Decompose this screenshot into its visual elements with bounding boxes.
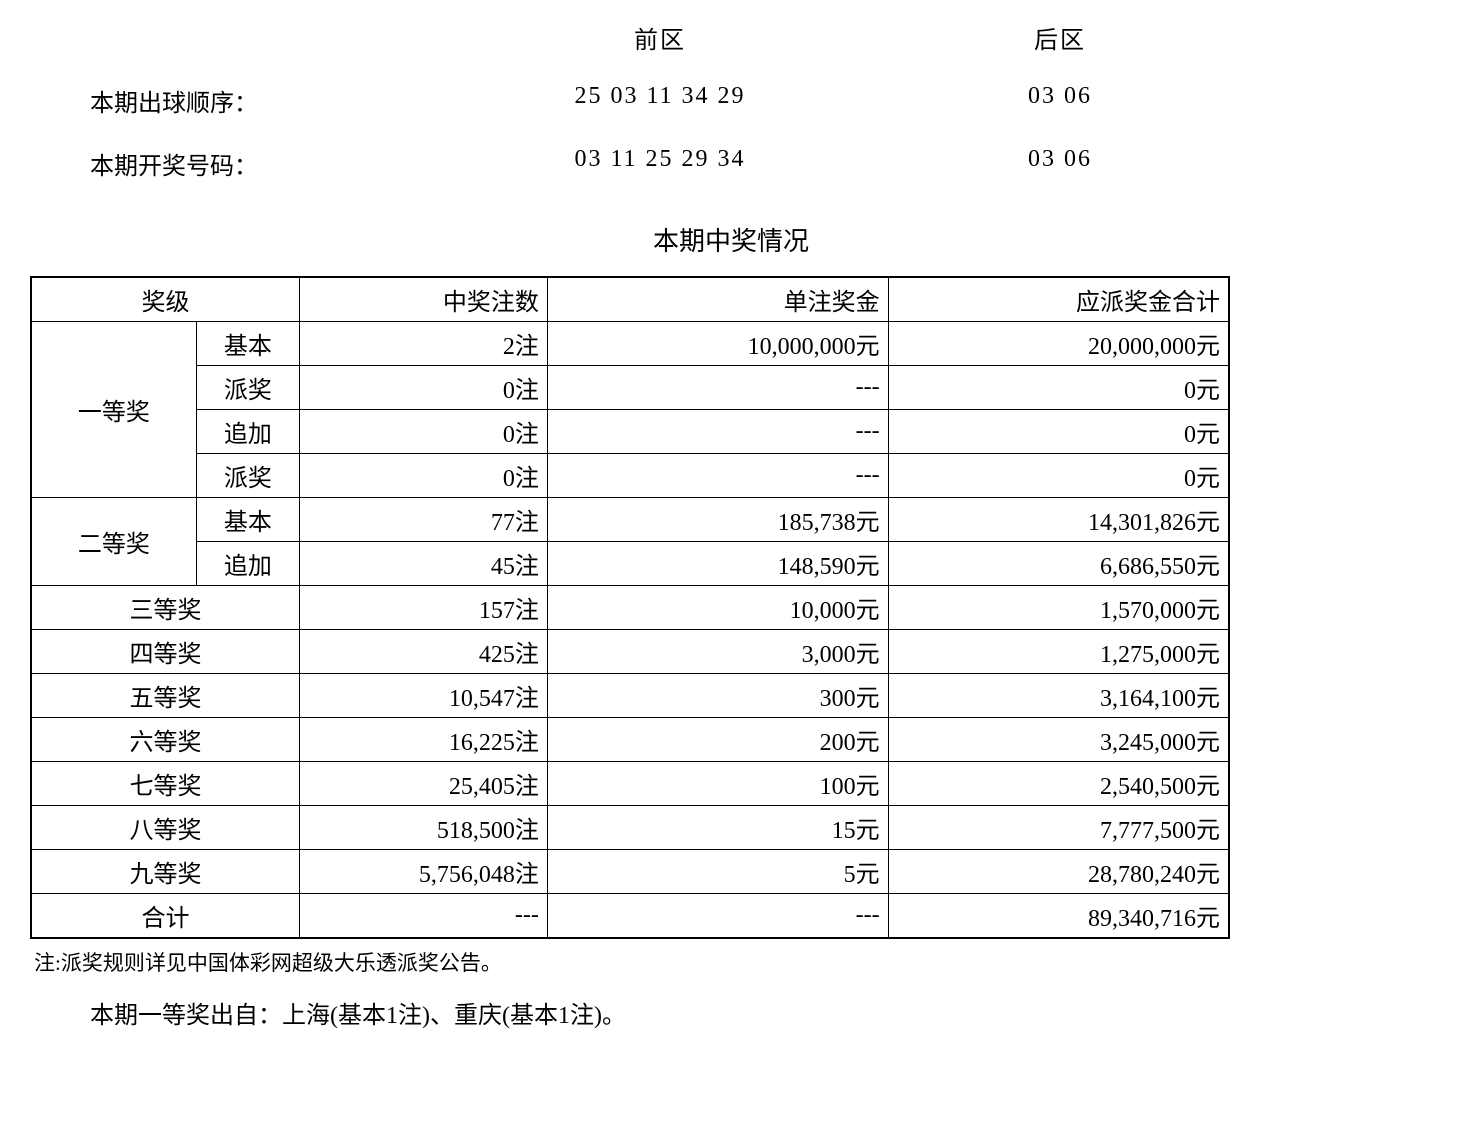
table-row: 九等奖5,756,048注5元28,780,240元 <box>31 850 1229 894</box>
count-cell: 425注 <box>300 630 548 674</box>
sublevel-cell: 基本 <box>196 498 299 542</box>
col-per-prize: 单注奖金 <box>547 277 888 322</box>
prize-cell: 185,738元 <box>547 498 888 542</box>
table-row: 四等奖425注3,000元1,275,000元 <box>31 630 1229 674</box>
table-row: 追加0注---0元 <box>31 410 1229 454</box>
count-cell: 157注 <box>300 586 548 630</box>
count-cell: 0注 <box>300 410 548 454</box>
winning-numbers-label: 本期开奖号码： <box>90 146 420 181</box>
prize-cell: --- <box>547 366 888 410</box>
prize-table: 奖级 中奖注数 单注奖金 应派奖金合计 一等奖基本2注10,000,000元20… <box>30 276 1230 939</box>
prize-cell: 148,590元 <box>547 542 888 586</box>
winning-front: 03 11 25 29 34 <box>420 146 900 181</box>
table-header-row: 奖级 中奖注数 单注奖金 应派奖金合计 <box>31 277 1229 322</box>
total-cell: 28,780,240元 <box>888 850 1229 894</box>
total-cell: 0元 <box>888 366 1229 410</box>
total-cell: 0元 <box>888 410 1229 454</box>
count-cell: 2注 <box>300 322 548 366</box>
level-cell: 四等奖 <box>31 630 300 674</box>
level-cell: 七等奖 <box>31 762 300 806</box>
footnote-text: 注:派奖规则详见中国体彩网超级大乐透派奖公告。 <box>34 947 1432 977</box>
section-title: 本期中奖情况 <box>30 221 1432 258</box>
table-row: 派奖0注---0元 <box>31 366 1229 410</box>
draw-order-front: 25 03 11 34 29 <box>420 83 900 118</box>
sublevel-cell: 追加 <box>196 542 299 586</box>
level-cell: 九等奖 <box>31 850 300 894</box>
total-cell: 3,164,100元 <box>888 674 1229 718</box>
draw-info-grid: 前区 后区 本期出球顺序： 25 03 11 34 29 03 06 本期开奖号… <box>30 20 1432 181</box>
total-cell: 3,245,000元 <box>888 718 1229 762</box>
col-total: 应派奖金合计 <box>888 277 1229 322</box>
total-cell: 6,686,550元 <box>888 542 1229 586</box>
prize-cell: 200元 <box>547 718 888 762</box>
level-cell: 一等奖 <box>31 322 196 498</box>
count-cell: --- <box>300 894 548 939</box>
level-cell: 三等奖 <box>31 586 300 630</box>
total-cell: 2,540,500元 <box>888 762 1229 806</box>
col-level: 奖级 <box>31 277 300 322</box>
table-row: 七等奖25,405注100元2,540,500元 <box>31 762 1229 806</box>
prize-cell: 5元 <box>547 850 888 894</box>
total-cell: 89,340,716元 <box>888 894 1229 939</box>
prize-cell: 15元 <box>547 806 888 850</box>
sublevel-cell: 基本 <box>196 322 299 366</box>
col-count: 中奖注数 <box>300 277 548 322</box>
draw-order-label: 本期出球顺序： <box>90 83 420 118</box>
count-cell: 518,500注 <box>300 806 548 850</box>
total-cell: 7,777,500元 <box>888 806 1229 850</box>
prize-cell: 100元 <box>547 762 888 806</box>
total-cell: 1,275,000元 <box>888 630 1229 674</box>
front-zone-header: 前区 <box>420 20 900 55</box>
count-cell: 0注 <box>300 366 548 410</box>
total-cell: 0元 <box>888 454 1229 498</box>
count-cell: 77注 <box>300 498 548 542</box>
prize-cell: 3,000元 <box>547 630 888 674</box>
prize-cell: --- <box>547 454 888 498</box>
table-row: 二等奖基本77注185,738元14,301,826元 <box>31 498 1229 542</box>
prize-cell: --- <box>547 894 888 939</box>
table-row: 八等奖518,500注15元7,777,500元 <box>31 806 1229 850</box>
table-row: 六等奖16,225注200元3,245,000元 <box>31 718 1229 762</box>
prize-cell: 10,000,000元 <box>547 322 888 366</box>
level-cell: 八等奖 <box>31 806 300 850</box>
sublevel-cell: 派奖 <box>196 366 299 410</box>
count-cell: 10,547注 <box>300 674 548 718</box>
total-cell: 14,301,826元 <box>888 498 1229 542</box>
prize-cell: --- <box>547 410 888 454</box>
sublevel-cell: 追加 <box>196 410 299 454</box>
level-cell: 二等奖 <box>31 498 196 586</box>
blank-cell <box>90 20 420 55</box>
table-row: 一等奖基本2注10,000,000元20,000,000元 <box>31 322 1229 366</box>
winning-back: 03 06 <box>900 146 1220 181</box>
origin-text: 本期一等奖出自：上海(基本1注)、重庆(基本1注)。 <box>90 995 1432 1030</box>
level-cell: 五等奖 <box>31 674 300 718</box>
count-cell: 5,756,048注 <box>300 850 548 894</box>
table-row: 五等奖10,547注300元3,164,100元 <box>31 674 1229 718</box>
prize-cell: 300元 <box>547 674 888 718</box>
count-cell: 45注 <box>300 542 548 586</box>
level-cell: 合计 <box>31 894 300 939</box>
prize-cell: 10,000元 <box>547 586 888 630</box>
total-cell: 1,570,000元 <box>888 586 1229 630</box>
count-cell: 16,225注 <box>300 718 548 762</box>
back-zone-header: 后区 <box>900 20 1220 55</box>
sublevel-cell: 派奖 <box>196 454 299 498</box>
draw-order-back: 03 06 <box>900 83 1220 118</box>
level-cell: 六等奖 <box>31 718 300 762</box>
table-row: 三等奖157注10,000元1,570,000元 <box>31 586 1229 630</box>
table-total-row: 合计------89,340,716元 <box>31 894 1229 939</box>
table-row: 派奖0注---0元 <box>31 454 1229 498</box>
count-cell: 25,405注 <box>300 762 548 806</box>
count-cell: 0注 <box>300 454 548 498</box>
table-row: 追加45注148,590元6,686,550元 <box>31 542 1229 586</box>
total-cell: 20,000,000元 <box>888 322 1229 366</box>
